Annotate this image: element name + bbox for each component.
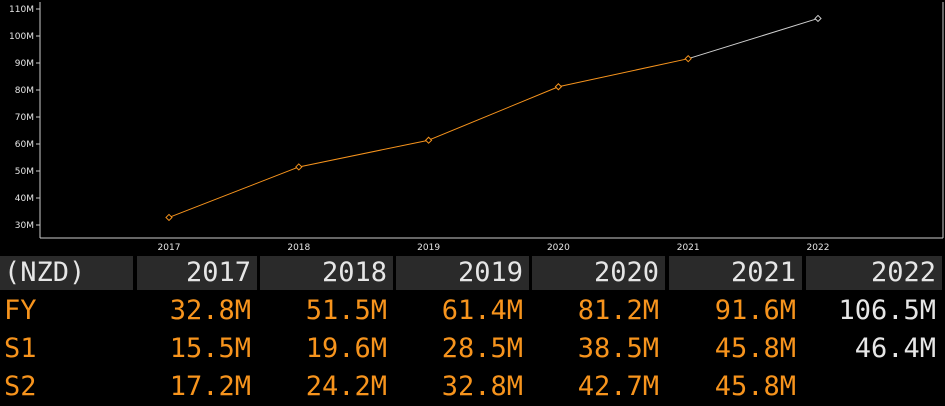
row-label: S1 — [4, 333, 37, 364]
y-tick-label: 30M — [15, 221, 34, 231]
series-line-segment — [298, 139, 429, 168]
series-lines — [168, 17, 819, 218]
y-tick-label: 50M — [15, 167, 34, 177]
value-cell: 106.5M — [838, 295, 936, 326]
value-cell: 38.5M — [577, 333, 659, 364]
value-cell: 81.2M — [577, 295, 659, 326]
table-row: S2 17.2M 24.2M 32.8M 42.7M 45.8M — [0, 368, 945, 406]
series-line-segment — [168, 166, 299, 218]
table-row: S1 15.5M 19.6M 28.5M 38.5M 45.8M 46.4M — [0, 330, 945, 368]
year-header: 2017 — [137, 256, 257, 290]
data-point — [295, 163, 303, 171]
unit-label: (NZD) — [0, 256, 133, 290]
x-tick-label: 2017 — [158, 243, 181, 253]
value-cell: 28.5M — [441, 333, 523, 364]
y-tick-label: 90M — [15, 59, 34, 69]
year-header: 2019 — [396, 256, 529, 290]
y-tick-label: 70M — [15, 113, 34, 123]
value-cell: 45.8M — [714, 371, 796, 402]
value-cell: 24.2M — [305, 371, 387, 402]
series-points — [165, 14, 822, 222]
x-tick-label: 2022 — [807, 243, 830, 253]
series-line-segment — [558, 58, 689, 88]
data-point — [165, 213, 173, 222]
data-point — [814, 14, 822, 23]
value-cell: 32.8M — [169, 295, 251, 326]
value-cell: 91.6M — [714, 295, 796, 326]
year-header: 2021 — [669, 256, 802, 290]
data-point — [554, 83, 563, 91]
value-cell: 19.6M — [305, 333, 387, 364]
y-tick-label: 110M — [9, 5, 34, 15]
y-tick-label: 40M — [15, 194, 34, 204]
chart-axes — [39, 2, 944, 239]
table-header-row: (NZD) 2017 2018 2019 2020 2021 2022 — [0, 254, 945, 292]
data-point — [424, 136, 433, 144]
value-cell: 46.4M — [854, 333, 936, 364]
value-cell: 42.7M — [577, 371, 659, 402]
value-cell: 17.2M — [169, 371, 251, 402]
y-axis-ticks: 30M 40M 50M 60M 70M 80M 90M 100M 110M — [9, 5, 40, 231]
x-tick-label: 2018 — [287, 243, 310, 253]
x-tick-label: 2020 — [547, 243, 570, 253]
table-row: FY 32.8M 51.5M 61.4M 81.2M 91.6M 106.5M — [0, 292, 945, 330]
row-label: S2 — [4, 371, 37, 402]
row-label: FY — [4, 295, 37, 326]
value-cell: 45.8M — [714, 333, 796, 364]
value-cell: 15.5M — [169, 333, 251, 364]
series-line-segment — [688, 17, 819, 60]
y-tick-label: 80M — [15, 86, 34, 96]
series-line-segment — [428, 86, 559, 141]
value-cell: 61.4M — [441, 295, 523, 326]
y-tick-label: 100M — [9, 32, 34, 42]
value-cell — [806, 368, 942, 406]
value-cell: 51.5M — [305, 295, 387, 326]
value-cell: 32.8M — [441, 371, 523, 402]
year-header: 2022 — [806, 256, 942, 290]
data-point — [684, 54, 692, 63]
x-tick-label: 2019 — [417, 243, 440, 253]
x-axis-ticks: 2017 2018 2019 2020 2021 2022 — [158, 243, 830, 253]
year-header: 2020 — [532, 256, 665, 290]
x-tick-label: 2021 — [677, 243, 700, 253]
year-header: 2018 — [260, 256, 393, 290]
y-tick-label: 60M — [15, 140, 34, 150]
